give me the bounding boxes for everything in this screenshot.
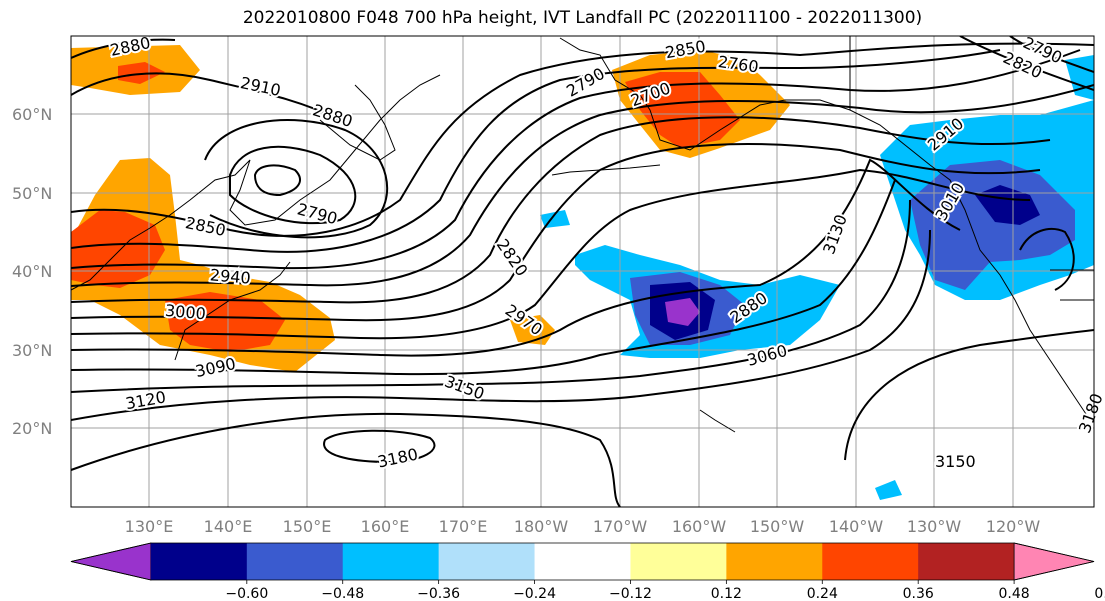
- colorbar: −0.60 −0.48 −0.36 −0.24 −0.12 0.12 0.24 0.36 0.4…: [70, 542, 1105, 601]
- lon-label: 140°E: [204, 517, 253, 536]
- lon-label: 130°E: [125, 517, 174, 536]
- colorbar-extend-max: [1013, 542, 1095, 581]
- lon-label: 120°W: [986, 517, 1041, 536]
- colorbar-swatch: [150, 543, 248, 580]
- lat-label: 40°N: [12, 262, 52, 281]
- contour-label: 3000: [164, 301, 206, 323]
- contour-label: 2760: [717, 52, 760, 76]
- colorbar-tick-label: 0.36: [903, 586, 934, 601]
- contour-label: 2910: [239, 73, 283, 100]
- colorbar-tick-label: −0.36: [417, 586, 460, 601]
- lat-label: 60°N: [12, 105, 52, 124]
- lon-label: 130°W: [907, 517, 962, 536]
- lon-label: 150°W: [750, 517, 805, 536]
- lon-label: 160°E: [361, 517, 410, 536]
- lat-label: 50°N: [12, 184, 52, 203]
- colorbar-swatch: [726, 543, 823, 580]
- map-frame: [70, 35, 1095, 508]
- colorbar-swatch: [630, 543, 727, 580]
- graticule: [71, 36, 1094, 507]
- longitude-labels: 130°E 140°E 150°E 160°E 170°E 180°W 170°…: [125, 517, 1041, 536]
- colorbar-swatch: [438, 543, 536, 580]
- colorbar-swatch: [822, 543, 919, 580]
- lon-label: 160°W: [672, 517, 727, 536]
- colorbar-tick-label: 0.12: [711, 586, 742, 601]
- colorbar-tick-label: −0.12: [609, 586, 652, 601]
- latitude-labels: 60°N 50°N 40°N 30°N 20°N: [12, 105, 52, 438]
- height-contours: [71, 36, 1094, 507]
- colorbar-swatch: [342, 543, 440, 580]
- chart-title: 2022010800 F048 700 hPa height, IVT Land…: [242, 8, 923, 28]
- lat-label: 20°N: [12, 419, 52, 438]
- lon-label: 150°E: [283, 517, 332, 536]
- lon-label: 180°W: [514, 517, 569, 536]
- colorbar-outline: [70, 542, 1095, 581]
- colorbar-tick-label: 0.24: [807, 586, 838, 601]
- colorbar-tick-label: 0.48: [999, 586, 1030, 601]
- colorbar-swatch: [534, 543, 631, 580]
- colorbar-extend-min: [70, 542, 152, 581]
- colorbar-tick-label: −0.48: [321, 586, 364, 601]
- lon-label: 140°W: [829, 517, 884, 536]
- colorbar-swatch: [246, 543, 344, 580]
- colorbar-tick-label: 0.60: [1094, 586, 1105, 601]
- contour-label: 2940: [209, 265, 251, 287]
- lon-label: 170°W: [593, 517, 648, 536]
- colorbar-tick-label: −0.24: [513, 586, 556, 601]
- lon-label: 170°E: [439, 517, 488, 536]
- colorbar-swatch: [918, 543, 1015, 580]
- contour-label: 3150: [935, 452, 976, 471]
- lat-label: 30°N: [12, 341, 52, 360]
- colorbar-tick-label: −0.60: [225, 586, 268, 601]
